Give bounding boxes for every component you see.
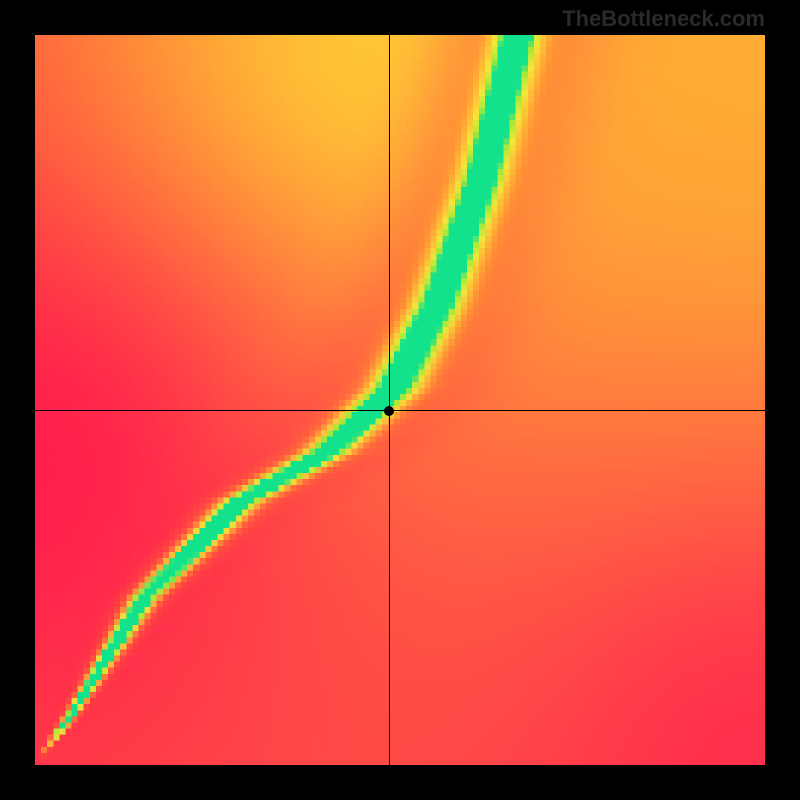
crosshair-vertical [389, 35, 390, 765]
watermark-text: TheBottleneck.com [562, 6, 765, 32]
bottleneck-heatmap [35, 35, 765, 765]
selected-point-marker [384, 406, 394, 416]
crosshair-horizontal [35, 410, 765, 411]
